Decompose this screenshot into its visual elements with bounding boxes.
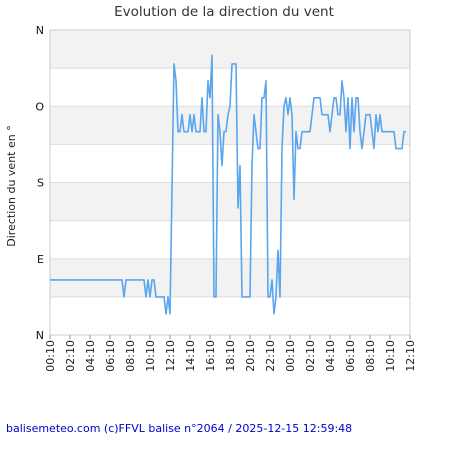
y-tick-label: N [36, 24, 44, 37]
x-tick-label: 22:10 [264, 340, 277, 372]
x-tick-label: 20:10 [244, 340, 257, 372]
x-tick-label: 18:10 [224, 340, 237, 372]
x-tick-label: 08:10 [364, 340, 377, 372]
grid-band [50, 258, 410, 297]
y-tick-label: N [36, 329, 44, 342]
x-tick-label: 06:10 [104, 340, 117, 372]
x-tick-label: 14:10 [184, 340, 197, 372]
x-tick-label: 04:10 [84, 340, 97, 372]
x-tick-label: 10:10 [144, 340, 157, 372]
x-tick-label: 08:10 [124, 340, 137, 372]
x-tick-label: 02:10 [304, 340, 317, 372]
x-tick-label: 00:10 [284, 340, 297, 372]
y-axis-label: Direction du vent en ° [5, 125, 18, 246]
grid-band [50, 30, 410, 69]
x-tick-label: 00:10 [44, 340, 57, 372]
grid-band [50, 182, 410, 221]
x-tick-label: 06:10 [344, 340, 357, 372]
y-tick-label: S [37, 177, 44, 190]
x-tick-label: 12:10 [404, 340, 417, 372]
x-tick-label: 16:10 [204, 340, 217, 372]
footer-credit: balisemeteo.com (c)FFVL balise n°2064 / … [6, 422, 353, 435]
x-tick-label: 10:10 [384, 340, 397, 372]
x-tick-label: 02:10 [64, 340, 77, 372]
grid-band [50, 106, 410, 145]
x-tick-label: 12:10 [164, 340, 177, 372]
y-tick-label: O [35, 100, 44, 113]
y-tick-label: E [37, 253, 44, 266]
chart-title: Evolution de la direction du vent [114, 4, 334, 20]
wind-direction-line [50, 54, 406, 315]
x-tick-label: 04:10 [324, 340, 337, 372]
